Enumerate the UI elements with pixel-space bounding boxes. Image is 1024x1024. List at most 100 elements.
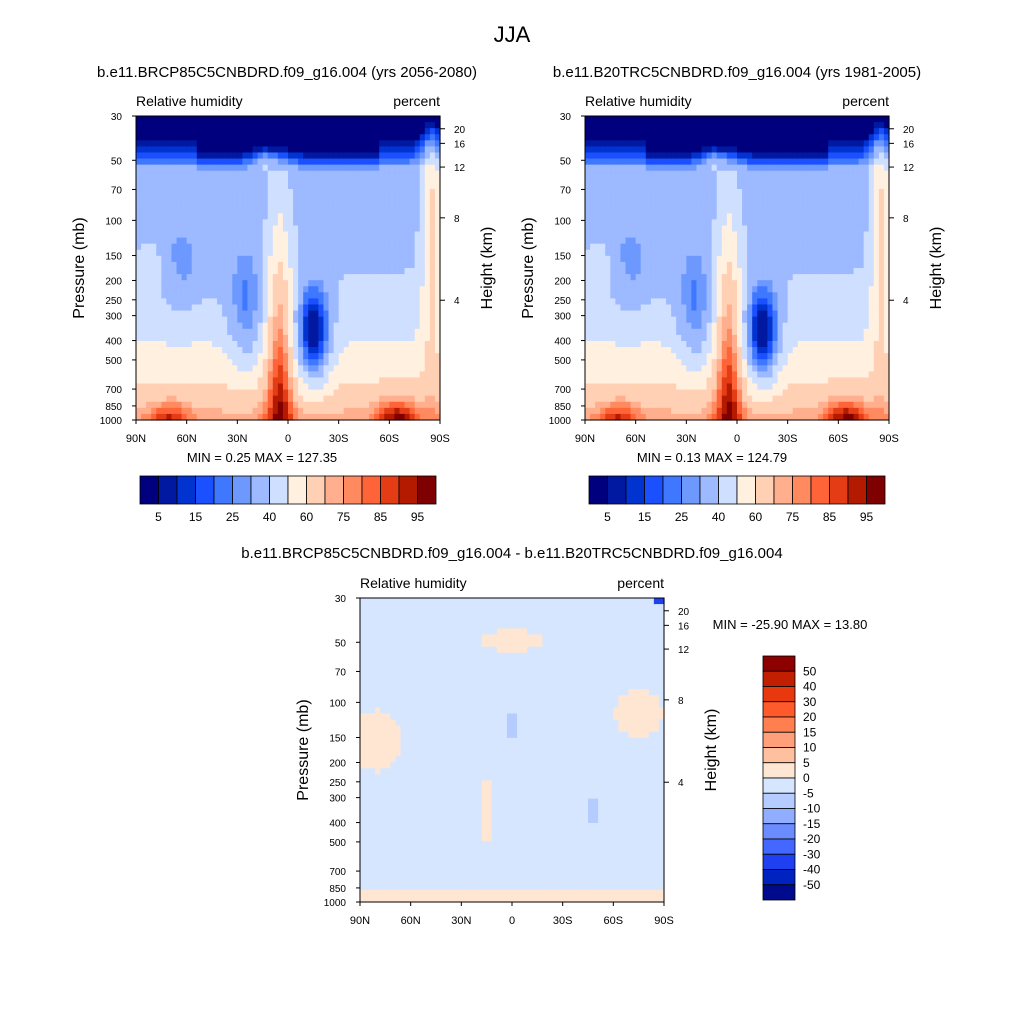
field-cell <box>691 158 698 166</box>
field-cell <box>186 243 193 251</box>
field-cell <box>217 347 223 354</box>
field-cell <box>610 365 616 372</box>
field-cell <box>308 310 314 318</box>
field-cell <box>419 347 426 354</box>
field-cell <box>409 347 416 354</box>
field-cell <box>151 182 157 190</box>
field-cell <box>166 219 173 227</box>
field-cell <box>585 359 591 366</box>
field-cell <box>338 401 345 409</box>
field-cell <box>156 292 162 299</box>
field-cell <box>696 347 703 354</box>
field-cell <box>711 280 718 287</box>
field-cell <box>282 158 289 166</box>
field-cell <box>196 116 203 123</box>
field-cell <box>308 322 314 330</box>
field-cell <box>282 122 289 129</box>
field-cell <box>369 116 375 123</box>
field-cell <box>181 170 188 178</box>
field-cell <box>645 298 652 306</box>
field-cell <box>747 395 753 403</box>
field-cell <box>630 316 637 324</box>
field-cell <box>625 353 632 360</box>
field-cell <box>201 249 208 257</box>
field-cell <box>206 225 213 233</box>
field-cell <box>348 389 355 397</box>
field-cell <box>237 255 243 263</box>
field-cell <box>585 304 591 312</box>
field-cell <box>293 237 299 245</box>
field-cell <box>630 207 637 214</box>
field-cell <box>328 255 335 263</box>
field-cell <box>615 164 622 172</box>
field-cell <box>277 353 284 360</box>
field-cell <box>762 328 768 336</box>
field-cell <box>379 158 385 166</box>
field-cell <box>691 353 698 360</box>
field-cell <box>171 158 178 166</box>
field-cell <box>711 188 718 196</box>
field-cell <box>615 359 622 366</box>
field-cell <box>338 170 345 178</box>
field-cell <box>338 128 345 135</box>
field-cell <box>716 359 723 366</box>
field-cell <box>600 298 606 306</box>
field-cell <box>615 304 622 312</box>
field-cell <box>615 286 622 293</box>
field-cell <box>767 365 774 372</box>
field-cell <box>394 176 401 184</box>
field-cell <box>625 170 632 178</box>
field-cell <box>369 158 375 166</box>
field-cell <box>731 237 738 245</box>
field-cell <box>318 225 325 233</box>
field-cell <box>635 152 642 160</box>
field-cell <box>671 122 677 129</box>
field-cell <box>706 322 713 330</box>
field-cell <box>374 134 380 141</box>
field-cell <box>247 164 254 172</box>
field-cell <box>206 328 213 336</box>
field-cell <box>267 292 274 299</box>
field-cell <box>691 146 698 154</box>
field-cell <box>308 152 314 160</box>
field-cell <box>620 286 627 293</box>
field-cell <box>696 292 703 299</box>
field-cell <box>333 195 340 202</box>
field-cell <box>757 122 763 129</box>
field-cell <box>742 164 748 172</box>
field-cell <box>716 371 723 379</box>
field-cell <box>650 195 657 202</box>
field-cell <box>419 292 426 299</box>
field-cell <box>737 219 743 227</box>
field-cell <box>146 395 152 403</box>
field-cell <box>161 377 167 385</box>
field-cell <box>585 170 591 178</box>
field-cell <box>288 170 294 178</box>
field-cell <box>620 310 627 318</box>
field-cell <box>706 213 713 220</box>
field-cell <box>701 128 708 135</box>
field-cell <box>384 146 390 154</box>
field-cell <box>323 231 330 239</box>
field-cell <box>262 122 269 129</box>
field-cell <box>630 255 637 263</box>
field-cell <box>696 122 703 129</box>
field-cell <box>404 146 411 154</box>
field-cell <box>595 128 601 135</box>
field-cell <box>232 195 238 202</box>
field-cell <box>706 195 713 202</box>
field-cell <box>701 383 708 391</box>
height-tick-label: 4 <box>454 296 460 307</box>
field-cell <box>212 237 218 245</box>
field-cell <box>605 322 611 330</box>
field-cell <box>655 255 662 263</box>
field-cell <box>752 310 758 318</box>
field-cell <box>176 310 183 318</box>
field-cell <box>681 316 687 324</box>
field-cell <box>429 407 436 415</box>
field-cell <box>615 340 622 348</box>
field-cell <box>625 122 632 129</box>
field-cell <box>277 407 284 415</box>
field-cell <box>171 413 178 421</box>
field-cell <box>308 298 314 306</box>
